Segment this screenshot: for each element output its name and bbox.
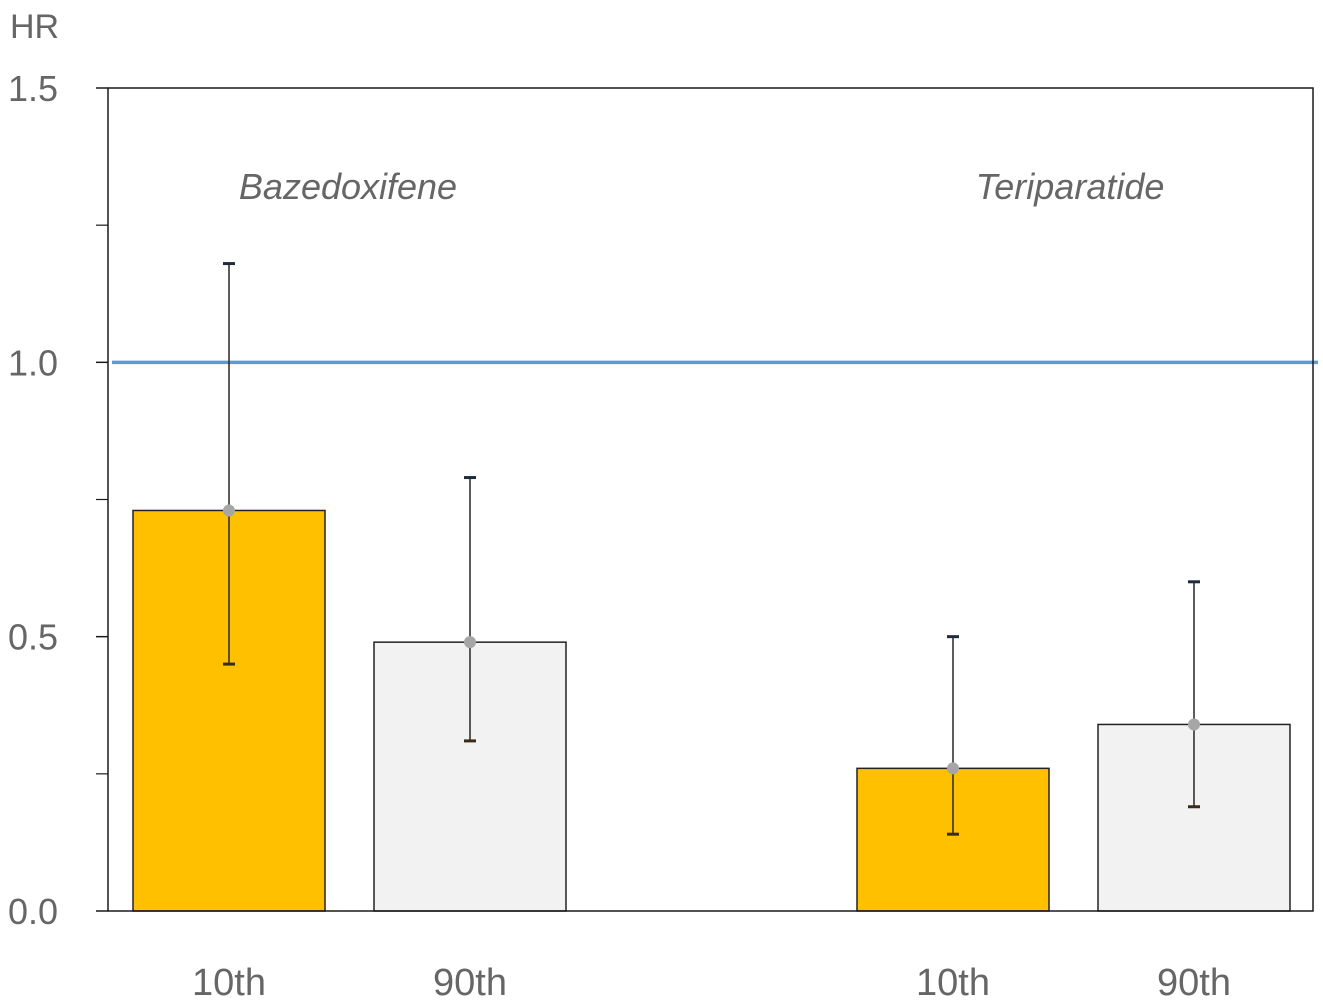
y-tick-label: 1.5 <box>8 68 58 109</box>
y-tick-label: 1.0 <box>8 342 58 383</box>
point-estimate <box>223 504 235 517</box>
y-axis-title: HR <box>10 8 59 46</box>
category-label: 10th <box>916 962 990 1003</box>
y-tick-label: 0.5 <box>8 617 58 658</box>
point-estimate <box>947 762 959 775</box>
error-bars-layer <box>223 262 1200 836</box>
group-label: Teriparatide <box>976 166 1165 207</box>
y-tick-label: 0.0 <box>8 891 58 932</box>
category-label: 90th <box>433 962 507 1003</box>
point-estimate <box>464 636 476 649</box>
category-label: 90th <box>1157 962 1231 1003</box>
axes-layer <box>96 87 1314 912</box>
group-label: Bazedoxifene <box>239 166 457 207</box>
category-label: 10th <box>192 962 266 1003</box>
labels-layer: Bazedoxifene 10th 90th Teriparatide 10th 90th… <box>8 68 1231 1003</box>
bars-layer <box>132 509 1291 912</box>
point-estimate <box>1188 718 1200 731</box>
